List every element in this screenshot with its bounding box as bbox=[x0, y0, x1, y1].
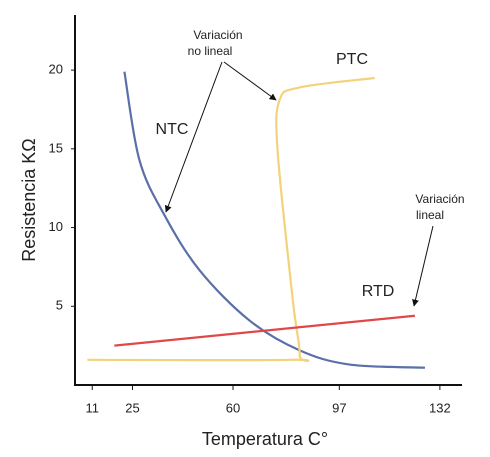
line-series bbox=[114, 314, 416, 347]
series-label: PTC bbox=[336, 51, 368, 68]
x-axis-label: Temperatura C° bbox=[202, 429, 328, 449]
x-tick-label: 132 bbox=[429, 400, 451, 415]
annotation-line: Variación bbox=[193, 28, 242, 42]
y-tick-label: 10 bbox=[49, 219, 63, 234]
x-tick-label: 60 bbox=[226, 400, 240, 415]
annotation-line: no lineal bbox=[188, 44, 233, 58]
y-tick-label: 15 bbox=[49, 140, 63, 155]
x-tick-label: 25 bbox=[125, 400, 139, 415]
y-axis-label: Resistencia KΩ bbox=[19, 138, 39, 262]
x-tick-label: 11 bbox=[85, 400, 99, 415]
arrow bbox=[412, 225, 434, 307]
annotation-line: lineal bbox=[416, 208, 444, 222]
annotation: Variación lineal bbox=[412, 192, 465, 307]
line-series bbox=[123, 71, 425, 369]
y-tick-label: 5 bbox=[56, 298, 63, 313]
arrow bbox=[223, 61, 277, 101]
arrow bbox=[164, 61, 223, 213]
annotation-line: Variación bbox=[415, 192, 464, 206]
x-tick-label: 97 bbox=[332, 400, 346, 415]
annotation: Variación no lineal bbox=[164, 28, 277, 213]
y-tick-label: 20 bbox=[49, 62, 63, 77]
series-label: RTD bbox=[362, 283, 395, 300]
series-label: NTC bbox=[156, 121, 189, 138]
line-series bbox=[87, 76, 375, 362]
